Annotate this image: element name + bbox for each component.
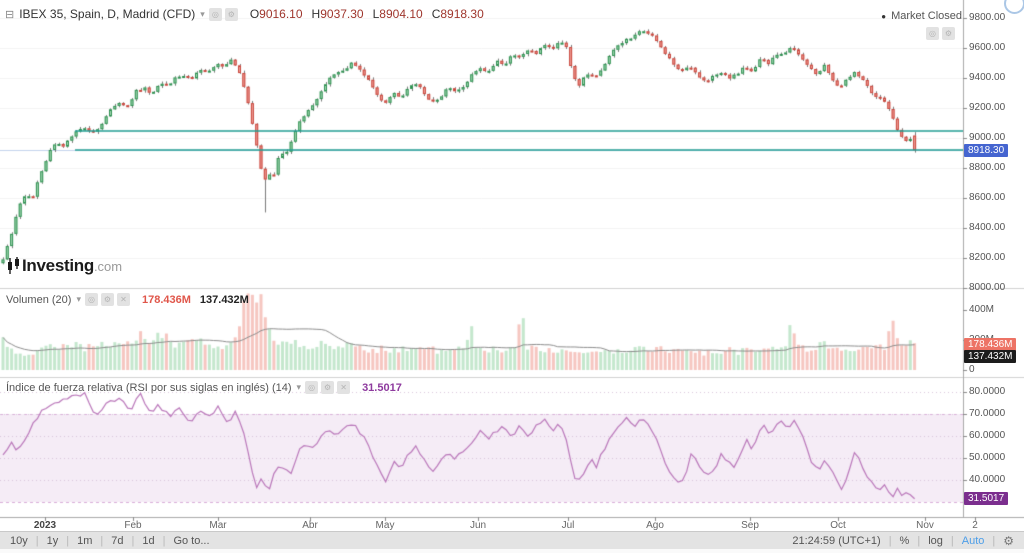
range-buttons-group: 10y | 1y | 1m | 7d | 1d | Go to... (10, 535, 210, 547)
volume-title[interactable]: Volumen (20) (6, 293, 72, 306)
open-value: 9016.10 (259, 7, 303, 21)
watermark-logo: Investing .com (7, 256, 122, 276)
instrument-legend: ⊟ IBEX 35, Spain, D, Madrid (CFD) ▾ ◎ ⚙ … (5, 7, 484, 21)
volume-tick-label: 0 (969, 364, 975, 375)
toolbar-separator: | (950, 534, 954, 547)
volume-current-badge: 178.436M (964, 338, 1017, 351)
rsi-value: 31.5017 (362, 381, 402, 394)
rsi-tick-label: 70.0000 (969, 408, 1006, 419)
toolbar-separator: | (100, 534, 104, 547)
month-label: Ago (646, 520, 664, 531)
indicator-settings-icon[interactable]: ⚙ (224, 7, 238, 21)
brand-name: Investing (22, 256, 94, 275)
indicator-target-icon[interactable]: ◎ (208, 7, 222, 21)
month-label: Mar (209, 520, 227, 531)
volume-ma-badge: 137.432M (964, 350, 1017, 363)
visibility-icon[interactable]: ◎ (84, 293, 98, 306)
price-badge: 8918.30 (964, 143, 1009, 157)
toolbar-separator: | (917, 534, 921, 547)
toolbar-separator: | (888, 534, 892, 547)
collapse-pane-icon[interactable]: ⊟ (5, 8, 15, 21)
price-tick-label: 8600.00 (969, 192, 1006, 203)
price-tick-label: 9800.00 (969, 12, 1006, 23)
chevron-down-icon[interactable]: ▾ (76, 294, 81, 304)
close-icon[interactable]: ✕ (116, 293, 130, 306)
bottom-strip (0, 549, 1024, 553)
open-label: O (249, 7, 260, 21)
rsi-pane-header: Índice de fuerza relativa (RSI por sus s… (6, 381, 402, 394)
screenshot-icon[interactable]: ◎ (926, 27, 939, 40)
log-scale-button[interactable]: log (928, 534, 943, 547)
chevron-down-icon[interactable]: ▾ (200, 8, 205, 19)
percent-scale-button[interactable]: % (899, 534, 910, 547)
toolbar-separator: | (131, 534, 135, 547)
gear-icon[interactable]: ⚙ (321, 381, 335, 394)
low-label: L (372, 7, 380, 21)
market-status: ● Market Closed (881, 10, 962, 22)
month-label: Abr (302, 520, 318, 531)
high-label: H (311, 7, 321, 21)
price-tick-label: 9000.00 (969, 132, 1006, 143)
market-status-text: Market Closed (891, 10, 962, 22)
month-label: 2023 (33, 520, 57, 531)
month-label: Jun (469, 520, 487, 531)
clock-text: 21:24:59 (UTC+1) (792, 534, 881, 547)
range-button-1d[interactable]: 1d (142, 534, 155, 547)
rsi-tick-label: 80.0000 (969, 386, 1006, 397)
visibility-icon[interactable]: ◎ (305, 381, 319, 394)
low-value: 8904.10 (379, 7, 423, 21)
volume-current-value: 178.436M (141, 293, 191, 306)
rsi-tick-label: 50.0000 (969, 452, 1006, 463)
rsi-tick-label: 40.0000 (969, 474, 1006, 485)
close-value: 8918.30 (440, 7, 484, 21)
status-dot-icon: ● (881, 11, 887, 21)
price-tick-label: 8800.00 (969, 162, 1006, 173)
range-button-10y[interactable]: 10y (10, 534, 28, 547)
gear-icon[interactable]: ⚙ (100, 293, 114, 306)
close-label: C (431, 7, 441, 21)
price-tick-label: 8200.00 (969, 252, 1006, 263)
rsi-title[interactable]: Índice de fuerza relativa (RSI por sus s… (6, 381, 292, 394)
high-value: 9037.30 (320, 7, 364, 21)
range-button-1m[interactable]: 1m (77, 534, 93, 547)
chart-mini-actions: ◎ ⚙ (926, 27, 958, 40)
month-label: May (375, 520, 395, 531)
month-label: Jul (561, 520, 575, 531)
range-button-1y[interactable]: 1y (46, 534, 59, 547)
price-tick-label: 9400.00 (969, 72, 1006, 83)
toolbar-right-group: 21:24:59 (UTC+1) | % | log | Auto | ⚙ (792, 534, 1014, 548)
price-tick-label: 8000.00 (969, 282, 1006, 293)
auto-scale-button[interactable]: Auto (961, 534, 985, 547)
chevron-down-icon[interactable]: ▾ (296, 382, 302, 392)
volume-pane-header: Volumen (20) ▾ ◎ ⚙ ✕ 178.436M 137.432M (6, 293, 249, 306)
toolbar-separator: | (66, 534, 70, 547)
brand-suffix: .com (93, 258, 123, 274)
expand-icon[interactable]: ⚙ (942, 27, 955, 40)
month-label: Sep (741, 520, 759, 531)
toolbar-separator: | (992, 534, 996, 547)
toolbar-separator: | (35, 534, 39, 547)
month-label: 2 (972, 520, 978, 531)
volume-ma-value: 137.432M (199, 293, 249, 306)
rsi-tick-label: 60.0000 (969, 430, 1006, 441)
month-label: Nov (916, 520, 934, 531)
rsi-badge: 31.5017 (964, 492, 1009, 506)
close-icon[interactable]: ✕ (337, 381, 351, 394)
settings-gear-icon[interactable]: ⚙ (1003, 533, 1014, 548)
price-tick-label: 8400.00 (969, 222, 1006, 233)
price-tick-label: 9200.00 (969, 102, 1006, 113)
month-label: Feb (124, 520, 142, 531)
volume-tick-label: 400M (969, 304, 995, 315)
range-button-7d[interactable]: 7d (111, 534, 124, 547)
bottom-toolbar: 10y | 1y | 1m | 7d | 1d | Go to... 21:24:59 (UTC+1… (0, 531, 1024, 549)
month-label: Oct (830, 520, 846, 531)
goto-button[interactable]: Go to... (173, 534, 210, 547)
toolbar-separator: | (162, 534, 166, 547)
instrument-title[interactable]: IBEX 35, Spain, D, Madrid (CFD) (19, 7, 196, 21)
price-tick-label: 9600.00 (969, 42, 1006, 53)
logo-candles-icon (8, 256, 19, 274)
